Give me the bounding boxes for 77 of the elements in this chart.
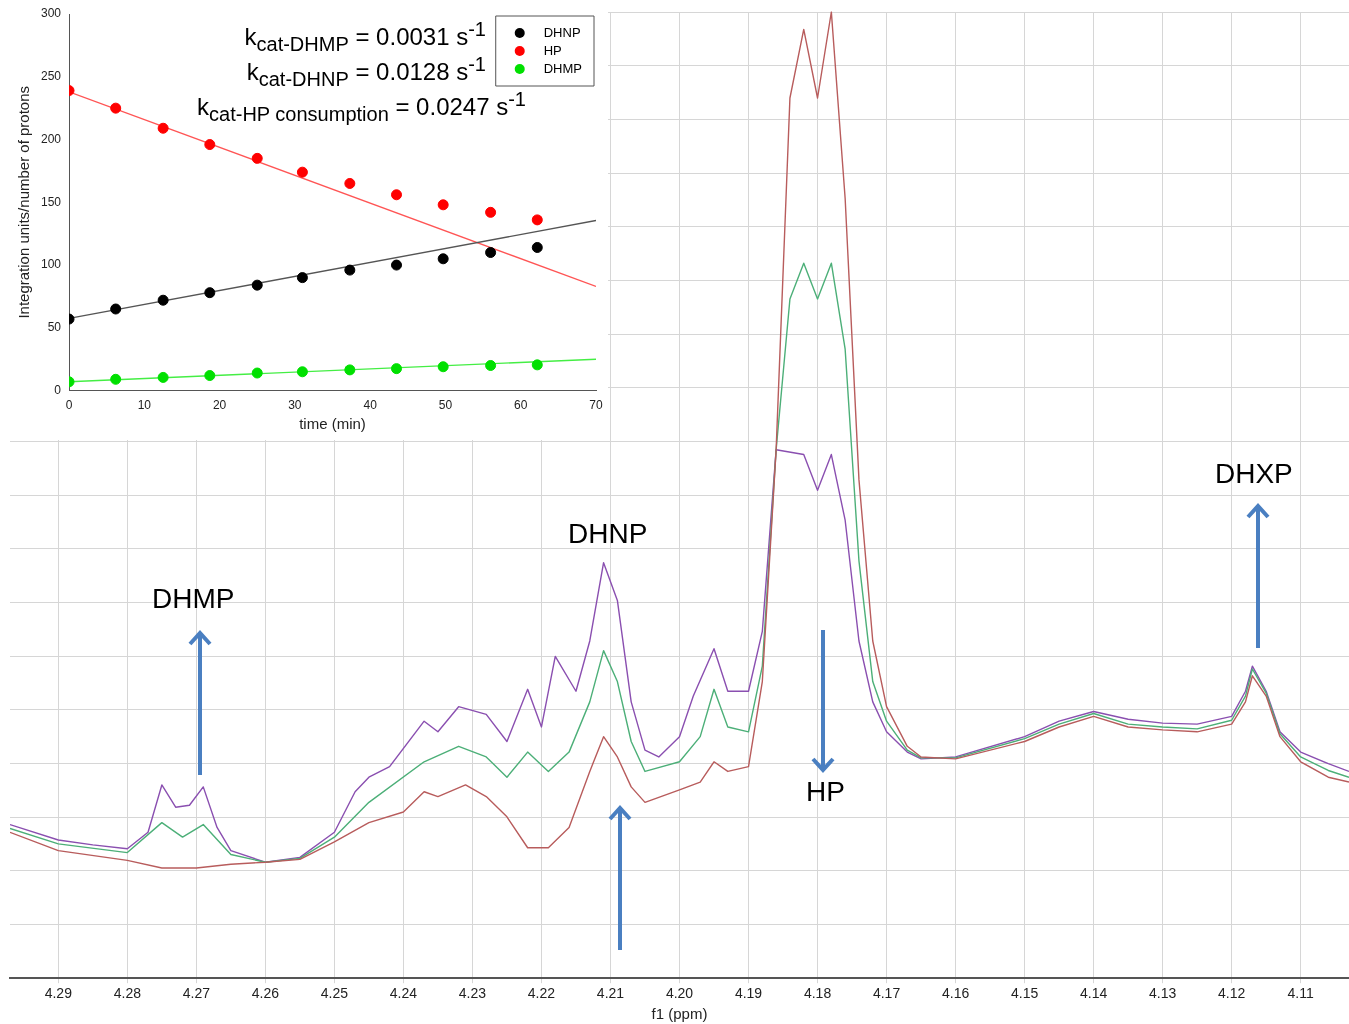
point [204,139,216,151]
point [485,247,497,259]
annotation: k$_{cat-DHNP}$ = 0.0128 s$^{-1}$ [246,53,486,91]
y-tick-label: 100 [40,257,62,272]
x-tick-label: 4.29 [44,985,73,1002]
point [296,166,308,178]
point [391,259,402,271]
point [437,199,449,211]
x-tick-label: 70 [589,398,603,413]
x-axis-title: f1 (ppm) [651,1005,708,1023]
y-tick-label: 250 [40,69,62,84]
x-tick-label: 30 [288,398,302,413]
legend-label: DHNP [543,24,581,40]
x-tick-label: 4.21 [596,985,625,1002]
x-tick-label: 4.26 [251,985,280,1002]
annotation: HP [806,776,845,808]
x-tick-label: 4.13 [1149,985,1177,1002]
x-axis-title: time (min) [299,415,366,433]
x-tick-label: 4.25 [320,985,349,1002]
point [391,189,402,201]
point [251,279,263,291]
point [157,122,169,134]
x-tick-label: 4.18 [803,985,832,1002]
annotation: DHNP [568,518,648,550]
y-tick-label: 150 [40,194,62,209]
point [110,373,122,385]
point [437,361,449,373]
point [531,241,543,253]
y-tick-label: 200 [40,131,62,146]
point [344,364,356,376]
y-tick-label: 0 [54,382,62,397]
x-tick-label: 4.28 [113,985,142,1002]
annotation: DHMP [152,583,235,615]
y-tick-label: 300 [40,6,62,21]
x-tick-label: 4.22 [527,985,556,1002]
x-tick-label: 4.19 [734,985,763,1002]
x-tick-label: 50 [438,398,453,413]
point [531,214,543,226]
point [110,303,122,315]
point [437,253,449,265]
x-tick-label: 4.27 [182,985,211,1002]
point [344,264,356,276]
annotation: k$_{cat-DHMP}$ = 0.0031 s$^{-1}$ [244,18,486,55]
legend-label: DHMP [543,60,582,76]
point [204,370,216,382]
x-tick-label: 4.20 [665,985,694,1002]
point [531,359,543,371]
point [485,206,497,218]
point [296,272,308,284]
annotation: k$_{cat-HP consumption}$ = 0.0247 s$^{-1}$ [197,88,526,126]
y-axis-title: Integration units/number of protons [15,85,33,319]
point [485,359,497,371]
point [251,152,263,164]
annotation: DHXP [1215,458,1293,490]
point [391,363,402,375]
x-tick-label: 4.11 [1287,985,1314,1002]
legend-label: HP [543,42,562,58]
x-tick-label: 4.12 [1218,985,1246,1002]
x-tick-label: 4.23 [458,985,487,1002]
point [157,294,169,306]
x-tick-label: 60 [514,398,528,413]
point [204,287,216,299]
x-tick-label: 40 [363,398,378,413]
point [296,366,308,378]
x-tick-label: 0 [65,398,73,413]
x-tick-label: 4.16 [941,985,970,1002]
x-tick-label: 4.15 [1010,985,1039,1002]
x-tick-label: 10 [137,398,152,413]
y-tick-label: 50 [47,320,62,335]
x-tick-label: 4.17 [872,985,901,1002]
point [157,371,169,383]
x-tick-label: 20 [212,398,227,413]
point [344,177,356,189]
x-tick-label: 4.14 [1080,985,1108,1002]
x-tick-label: 4.24 [389,985,418,1002]
point [251,367,263,379]
point [110,102,122,114]
